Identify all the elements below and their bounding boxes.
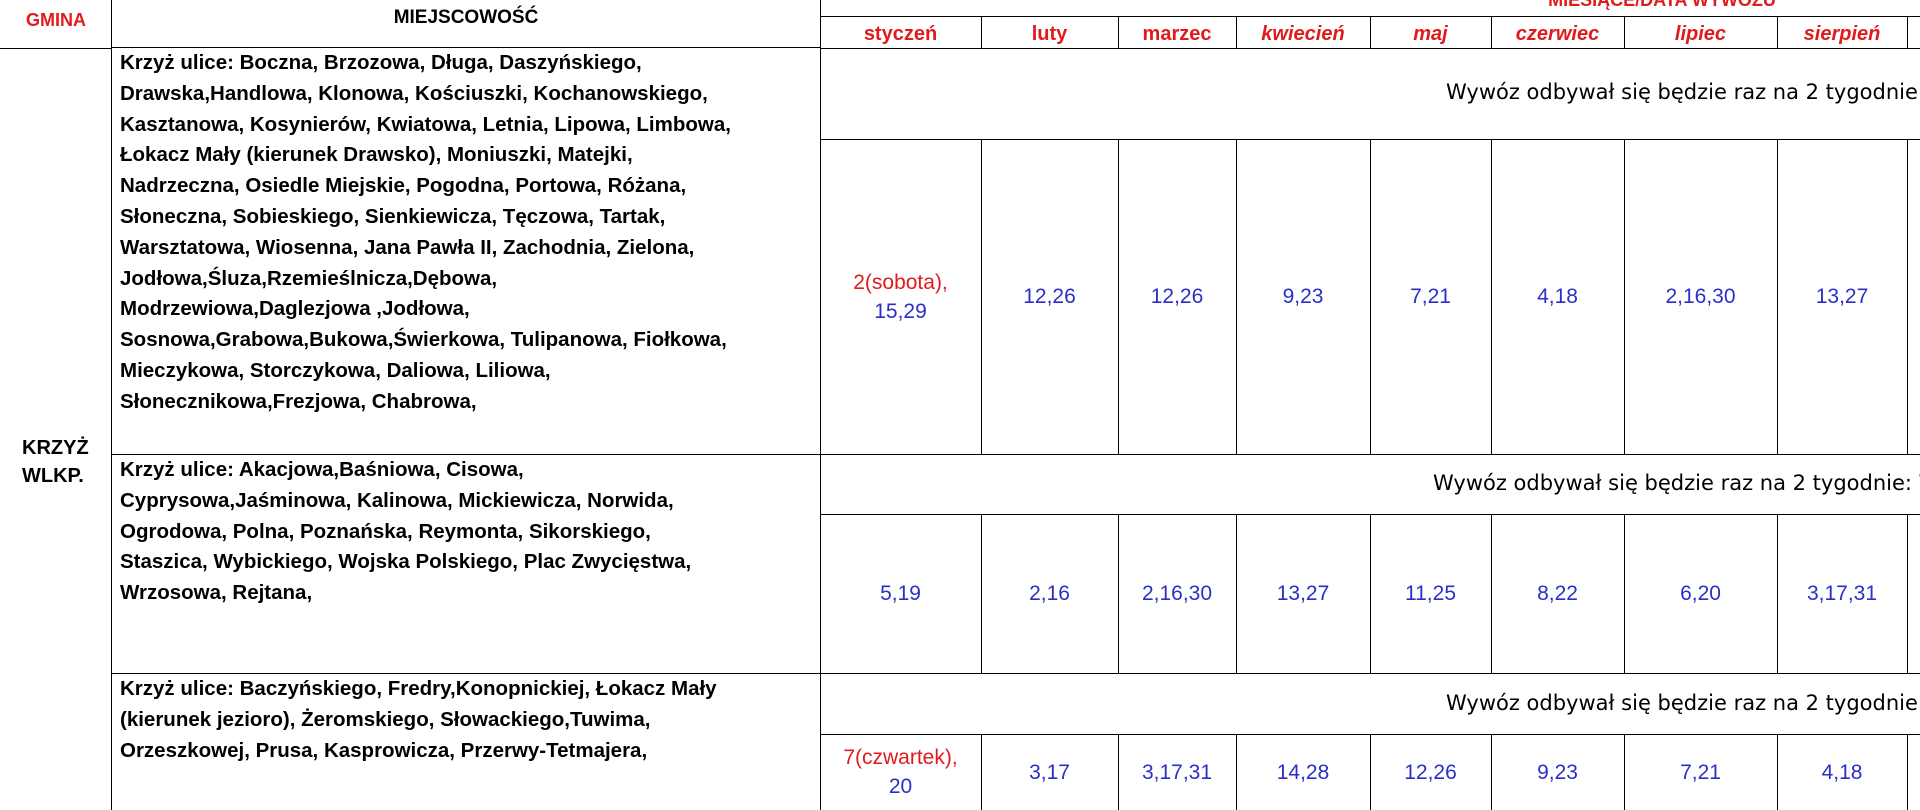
streets-group-2: Krzyż ulice: Akacjowa,Baśniowa, Cisowa, C… xyxy=(112,455,820,609)
frequency-note-group-3: Wywóz odbywał się będzie raz na 2 tygodn… xyxy=(1446,691,1920,715)
street-line: Warsztatowa, Wiosenna, Jana Pawła II, Za… xyxy=(120,235,695,259)
street-line: Jodłowa,Śluza,Rzemieślnicza,Dębowa, xyxy=(120,266,498,290)
month-header-july: lipiec xyxy=(1674,23,1727,45)
collection-date-values: 5,19 xyxy=(880,582,921,605)
collection-date-highlight: 2(sobota), xyxy=(853,270,948,294)
collection-date-cell: 12,26 xyxy=(981,139,1118,454)
collection-date-cell: 4,18 xyxy=(1777,734,1907,810)
month-header-april: kwiecień xyxy=(1261,23,1345,45)
frequency-note-group-2: Wywóz odbywał się będzie raz na 2 tygodn… xyxy=(1433,471,1920,495)
collection-date-values: 13,27 xyxy=(1815,285,1869,308)
streets-group-3: Krzyż ulice: Baczyńskiego, Fredry,Konopn… xyxy=(112,674,820,766)
month-header-august: sierpień xyxy=(1803,23,1881,45)
collection-date-values: 12,26 xyxy=(1023,285,1076,308)
collection-date-values: 4,18 xyxy=(1821,760,1863,784)
street-line: Staszica, Wybickiego, Wojska Polskiego, … xyxy=(120,550,692,574)
collection-date-cell: 12,26 xyxy=(1118,139,1236,454)
miejscowosc-header: MIEJSCOWOŚĆ xyxy=(393,7,539,28)
collection-date-values: 2,16 xyxy=(1029,582,1070,605)
collection-date-values: 8,22 xyxy=(1537,582,1578,605)
street-line: Modrzewiowa,Daglezjowa ,Jodłowa, xyxy=(120,297,470,321)
collection-date-cell: 12,26 xyxy=(1370,734,1491,810)
collection-date-cell: 5,19 xyxy=(820,514,981,673)
collection-date-cell: 4,18 xyxy=(1491,139,1624,454)
collection-date-values: 15,29 xyxy=(874,299,927,323)
frequency-note-group-1: Wywóz odbywał się będzie raz na 2 tygodn… xyxy=(1446,80,1920,104)
month-header-june: czerwiec xyxy=(1515,23,1600,45)
streets-group-1: Krzyż ulice: Boczna, Brzozowa, Długa, Da… xyxy=(112,48,820,418)
collection-date-values: 11,25 xyxy=(1405,582,1456,605)
collection-date-values: 4,18 xyxy=(1537,285,1578,308)
collection-date-values: 12,26 xyxy=(1404,760,1457,784)
collection-date-cell: 7,21 xyxy=(1624,734,1777,810)
collection-date-values: 13,27 xyxy=(1276,582,1330,605)
street-line: Drawska,Handlowa, Klonowa, Kościuszki, K… xyxy=(120,81,708,105)
collection-date-highlight: 7(czwartek), xyxy=(843,746,958,769)
street-line: Słoneczna, Sobieskiego, Sienkiewicza, Tę… xyxy=(120,204,666,228)
gmina-header: GMINA xyxy=(26,10,86,30)
collection-date-cell: 9,23 xyxy=(1491,734,1624,810)
street-line: Mieczykowa, Storczykowa, Daliowa, Liliow… xyxy=(120,358,551,382)
collection-date-cell: 3,17 xyxy=(981,734,1118,810)
street-line: Łokacz Mały (kierunek Drawsko), Moniuszk… xyxy=(120,143,633,167)
collection-date-cell: 3,17,31 xyxy=(1777,514,1907,673)
street-line: Kasztanowa, Kosynierów, Kwiatowa, Letnia… xyxy=(120,112,731,136)
collection-date-cell: 13,27 xyxy=(1777,139,1907,454)
collection-date-cell: 14,28 xyxy=(1236,734,1370,810)
collection-date-cell: 13,27 xyxy=(1236,514,1370,673)
street-line: Ogrodowa, Polna, Poznańska, Reymonta, Si… xyxy=(120,519,651,543)
collection-date-values: 2,16,30 xyxy=(1665,285,1736,308)
collection-date-values: 3,17 xyxy=(1029,760,1070,784)
gmina-name-line1: KRZYŻ xyxy=(22,437,89,459)
collection-date-values: 2,16,30 xyxy=(1141,582,1213,605)
collection-date-cell: 3,17,31 xyxy=(1118,734,1236,810)
street-line: Krzyż ulice: Boczna, Brzozowa, Długa, Da… xyxy=(120,51,642,74)
collection-date-values: 9,23 xyxy=(1282,285,1324,308)
collection-date-cell: 7,21 xyxy=(1370,139,1491,454)
street-line: Sosnowa,Grabowa,Bukowa,Świerkowa, Tulipa… xyxy=(120,328,727,352)
month-header-may: maj xyxy=(1413,23,1448,45)
collection-date-cell: 2,16,30 xyxy=(1624,139,1777,454)
month-header-january: styczeń xyxy=(863,23,938,45)
months-group-header: MIESIĄCE/DATA WYWOZU xyxy=(1548,0,1776,10)
collection-date-cell: 9,23 xyxy=(1236,139,1370,454)
gmina-name: KRZYŻ WLKP. xyxy=(0,434,112,490)
month-header-february: luty xyxy=(1031,23,1068,45)
street-line: Słonecznikowa,Frezjowa, Chabrowa, xyxy=(120,389,477,413)
street-line: (kierunek jezioro), Żeromskiego, Słowack… xyxy=(120,707,651,731)
street-line: Nadrzeczna, Osiedle Miejskie, Pogodna, P… xyxy=(120,174,687,198)
collection-date-values: 3,17,31 xyxy=(1806,582,1878,605)
collection-date-values: 9,23 xyxy=(1537,760,1578,784)
street-line: Krzyż ulice: Akacjowa,Baśniowa, Cisowa, xyxy=(120,458,524,481)
street-line: Wrzosowa, Rejtana, xyxy=(120,581,313,605)
collection-date-cell: 2,16,30 xyxy=(1118,514,1236,673)
street-line: Orzeszkowej, Prusa, Kasprowicza, Przerwy… xyxy=(120,738,648,762)
collection-date-values: 3,17,31 xyxy=(1141,760,1213,784)
collection-date-cell: 8,22 xyxy=(1491,514,1624,673)
street-line: Krzyż ulice: Baczyńskiego, Fredry,Konopn… xyxy=(120,677,717,700)
collection-date-values: 20 xyxy=(888,775,913,798)
collection-date-values: 14,28 xyxy=(1276,760,1330,784)
gmina-name-line2: WLKP. xyxy=(22,465,84,487)
collection-date-values: 12,26 xyxy=(1150,285,1204,308)
collection-date-cell: 2,16 xyxy=(981,514,1118,673)
street-line: Cyprysowa,Jaśminowa, Kalinowa, Mickiewic… xyxy=(120,488,674,512)
collection-date-values: 7,21 xyxy=(1680,760,1721,784)
collection-date-cell: 11,25 xyxy=(1370,514,1491,673)
collection-date-cell: 7(czwartek), 20 xyxy=(820,734,981,810)
month-header-march: marzec xyxy=(1142,23,1212,45)
collection-date-values: 7,21 xyxy=(1410,285,1451,308)
collection-date-values: 6,20 xyxy=(1680,582,1721,605)
collection-date-cell: 6,20 xyxy=(1624,514,1777,673)
collection-date-cell: 2(sobota), 15,29 xyxy=(820,139,981,454)
